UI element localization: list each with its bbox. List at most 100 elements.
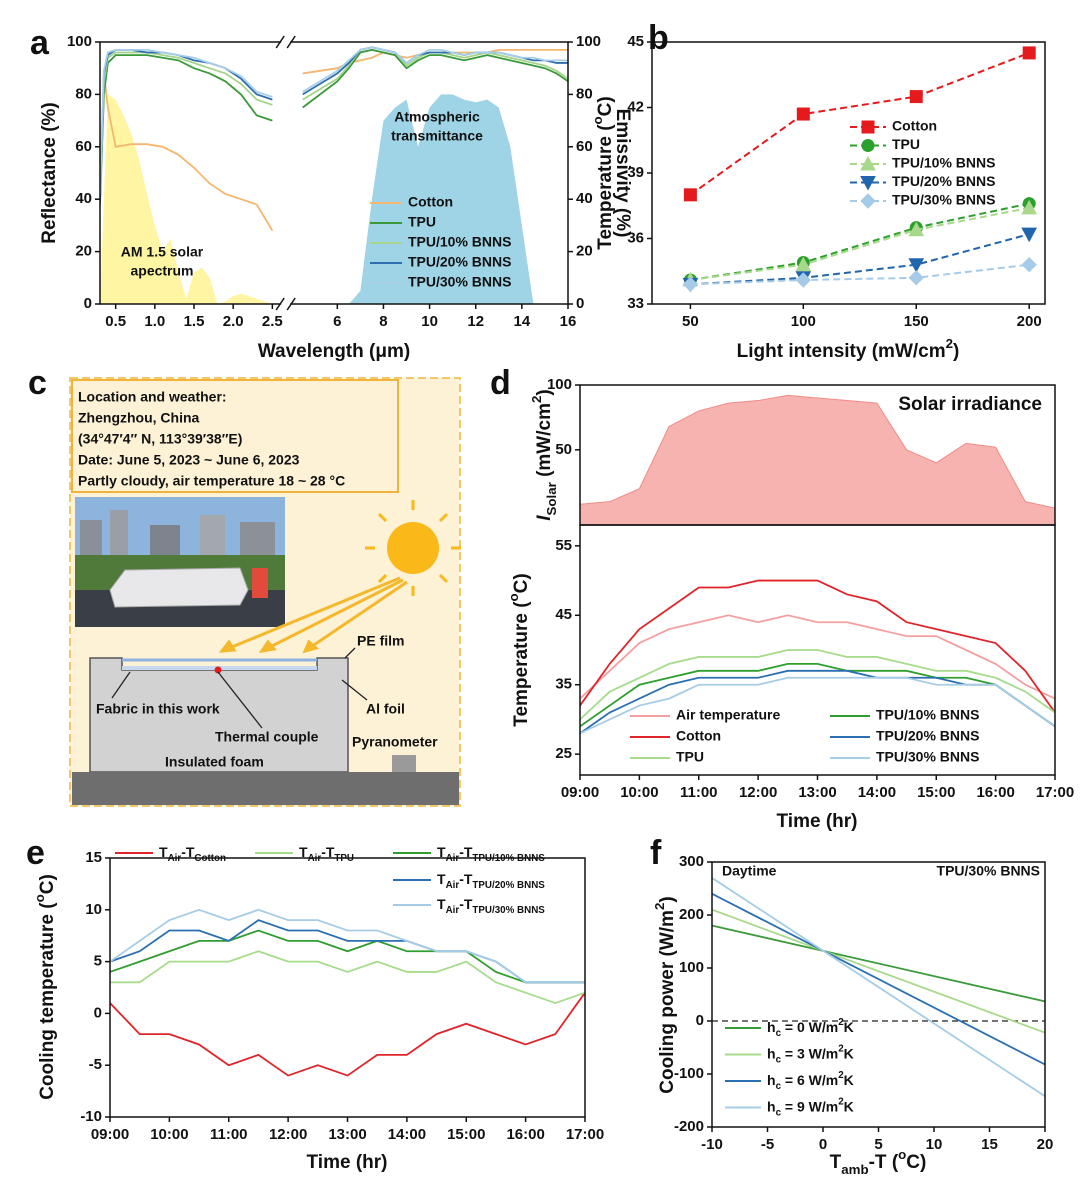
label-part: T <box>830 1152 842 1173</box>
x-tick-label: 14 <box>514 313 531 330</box>
label-part: -T <box>181 844 195 860</box>
series-line <box>580 649 1055 721</box>
legend-label: TPU <box>408 214 436 230</box>
x-tick-label: 13:00 <box>798 784 836 801</box>
y-tick-label: 200 <box>679 906 704 923</box>
axis-break-gap <box>281 300 291 308</box>
info-line: Zhengzhou, China <box>78 410 200 426</box>
label-part: 2 <box>946 336 953 351</box>
label-part: ) <box>534 389 555 395</box>
callout-lines <box>111 647 368 729</box>
y-axis-label: Temperature (oC) <box>506 573 532 726</box>
series-line <box>712 908 1045 1034</box>
callout: Al foil <box>366 701 405 717</box>
y-tick-label: -10 <box>80 1108 102 1125</box>
y-tick-label: 45 <box>627 33 644 50</box>
y-tick-label: 5 <box>94 953 102 970</box>
arrow <box>304 580 408 653</box>
label-part: h <box>767 1098 776 1114</box>
legend-label: Cotton <box>676 728 721 744</box>
marker <box>796 107 810 121</box>
y-tick-label: 0 <box>696 1012 704 1029</box>
series-line <box>110 950 585 1004</box>
legend-label: TAir-TTPU <box>299 844 354 864</box>
label-part: o <box>32 894 47 902</box>
label-part: Temperature ( <box>595 124 616 250</box>
marker <box>683 188 697 202</box>
photo-building <box>110 510 128 560</box>
annotation: apectrum <box>130 263 193 279</box>
label-part: = 6 W/m <box>781 1072 838 1088</box>
callout: Thermal couple <box>215 729 319 745</box>
marker <box>1022 46 1036 60</box>
label-part: amb <box>841 1162 868 1177</box>
label-part: T <box>437 896 446 912</box>
panel: -10 -5 0 5 10 15 09:00 10:00 11:00 12:00 13:00 14:0… <box>26 834 604 1173</box>
label-part: T <box>159 844 168 860</box>
marker <box>908 221 925 237</box>
y2-tick-label: 100 <box>576 33 601 50</box>
panel-letter: e <box>26 834 45 872</box>
x-tick-label: 11:00 <box>210 1126 248 1143</box>
spectrum-area <box>348 94 534 304</box>
series-line <box>712 892 1045 1066</box>
y-axis-label: Cooling temperature (oC) <box>32 874 58 1100</box>
y-tick-label: 0 <box>94 1004 102 1021</box>
y-tick-label: 50 <box>555 441 572 458</box>
annotation: Atmospheric <box>394 109 480 125</box>
x-tick-label: 15 <box>981 1136 998 1153</box>
marker <box>795 256 812 272</box>
x-tick-label: 09:00 <box>91 1126 129 1143</box>
label-part: o <box>898 1147 906 1162</box>
label-part: ) <box>657 896 678 902</box>
x-axis-label: Time (hr) <box>777 811 858 832</box>
label-part: h <box>767 1019 776 1035</box>
y-tick-label: 35 <box>555 676 572 693</box>
label-part: = 9 W/m <box>781 1098 838 1114</box>
series-line <box>580 676 1055 735</box>
y-tick-label: -200 <box>674 1118 704 1135</box>
panel-letter: a <box>30 24 50 62</box>
thermocouple <box>214 666 222 674</box>
x-tick-label: -10 <box>701 1136 723 1153</box>
series-area <box>580 394 1055 525</box>
label-part: 2 <box>529 396 544 403</box>
x-tick-label: 16 <box>560 313 577 330</box>
label-part: (mW/cm <box>534 403 555 482</box>
pyranometer <box>392 755 416 772</box>
label-part: Air <box>446 880 460 891</box>
label-part: T <box>437 871 446 887</box>
label-part: Light intensity (mW/cm <box>737 341 946 362</box>
plot-area <box>682 46 1038 293</box>
photo-building <box>80 520 102 560</box>
y-axis-label: Reflectance (%) <box>39 102 60 244</box>
y2-tick-label: 80 <box>576 85 593 102</box>
series-line <box>690 263 1030 286</box>
series-line <box>690 202 1030 281</box>
series-line <box>110 929 585 984</box>
legend-marker <box>860 176 876 191</box>
panel-letter: c <box>28 364 47 402</box>
info-line: (34°47′4″ N, 113°39′38″E) <box>78 431 242 447</box>
y-tick-label: 25 <box>555 745 572 762</box>
x-tick-label: 10:00 <box>620 784 658 801</box>
axis-break-mark <box>275 35 285 49</box>
label-part: K <box>844 1019 854 1035</box>
arrow-heads <box>218 639 320 654</box>
label-part: C) <box>906 1152 926 1173</box>
label-part: K <box>844 1072 854 1088</box>
photo-building <box>200 515 225 560</box>
label-part: -T <box>459 871 473 887</box>
x-tick-label: 15:00 <box>447 1126 485 1143</box>
arrow <box>221 576 401 653</box>
plot-area <box>110 908 585 1077</box>
label-part: T <box>437 844 446 860</box>
y-tick-label: 15 <box>85 849 102 866</box>
label-part: C) <box>595 96 616 116</box>
photo-building <box>150 525 180 560</box>
x-tick-label: 12:00 <box>269 1126 307 1143</box>
x-tick-label: 10 <box>926 1136 943 1153</box>
panel-c: c Location and weather: Zhengzhou, China… <box>28 364 461 807</box>
legend-label: TPU/10% BNNS <box>876 707 979 723</box>
